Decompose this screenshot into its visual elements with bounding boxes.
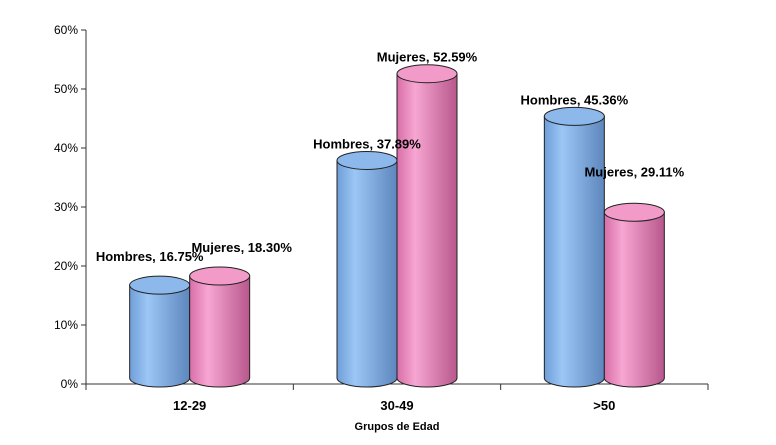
bar-body bbox=[543, 115, 605, 388]
bar-top bbox=[543, 106, 605, 126]
bar-top bbox=[336, 150, 398, 170]
bar-body bbox=[129, 284, 191, 388]
bar-body bbox=[189, 275, 251, 388]
bar-top bbox=[189, 266, 251, 286]
data-label: Mujeres, 52.59% bbox=[377, 50, 478, 65]
bar-mujeres-12-29 bbox=[189, 266, 251, 388]
y-tick-label: 20% bbox=[54, 259, 78, 273]
data-label: Hombres, 45.36% bbox=[520, 92, 628, 107]
bar-hombres-12-29 bbox=[129, 275, 191, 388]
bar-body bbox=[396, 73, 458, 388]
x-tick-label: 30-49 bbox=[380, 398, 413, 413]
y-tick-label: 30% bbox=[54, 200, 78, 214]
y-tick-label: 40% bbox=[54, 141, 78, 155]
bar-mujeres-30-49 bbox=[396, 64, 458, 388]
bar-mujeres->50 bbox=[603, 202, 665, 388]
data-labels: Hombres, 16.75%Mujeres, 18.30% Hombres, 3… bbox=[96, 50, 685, 264]
bar-top bbox=[603, 202, 665, 222]
bar-top bbox=[129, 275, 191, 295]
bar-body bbox=[336, 159, 398, 388]
y-tick-label: 0% bbox=[61, 377, 79, 391]
bar-hombres-30-49 bbox=[336, 150, 398, 388]
data-label: Mujeres, 18.30% bbox=[191, 240, 292, 255]
bar-body bbox=[603, 211, 665, 388]
bars bbox=[129, 64, 665, 388]
y-tick-label: 50% bbox=[54, 82, 78, 96]
x-ticks: 12-29 30-49 >50 bbox=[85, 384, 709, 413]
data-label: Hombres, 37.89% bbox=[313, 136, 421, 151]
y-ticks: 0% 10% 20% 30% 40% 50% 60% bbox=[54, 23, 86, 391]
x-tick-label: 12-29 bbox=[173, 398, 206, 413]
x-axis-title: Grupos de Edad bbox=[355, 421, 440, 433]
y-tick-label: 10% bbox=[54, 318, 78, 332]
data-label: Mujeres, 29.11% bbox=[584, 164, 684, 179]
data-label: Hombres, 16.75% bbox=[96, 249, 204, 264]
bar-top bbox=[396, 64, 458, 84]
y-tick-label: 60% bbox=[54, 23, 78, 37]
bar-hombres->50 bbox=[543, 106, 605, 388]
x-tick-label: >50 bbox=[593, 398, 615, 413]
